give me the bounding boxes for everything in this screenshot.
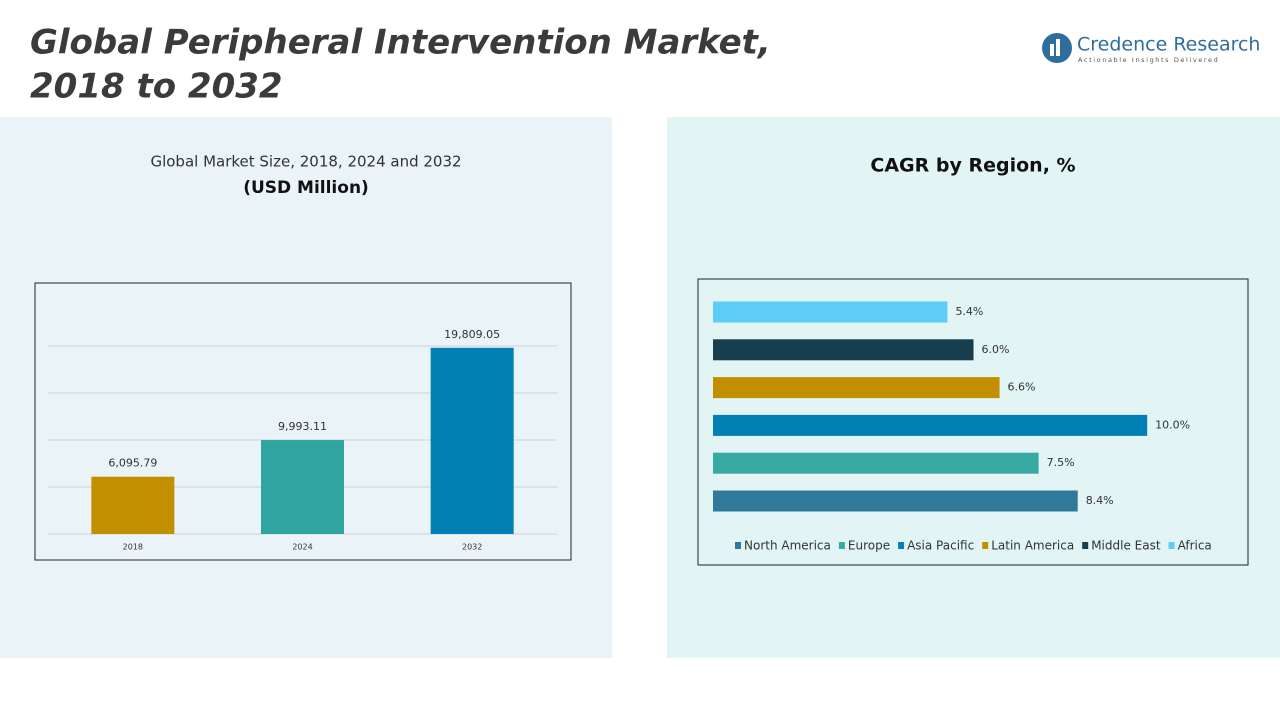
data-label: 6.0% [982, 343, 1010, 356]
logo-tagline: Actionable Insights Delivered [1078, 56, 1219, 64]
bar [261, 440, 344, 534]
data-label: 10.0% [1155, 418, 1190, 431]
legend-swatch [1082, 542, 1089, 549]
data-label: 6,095.79 [108, 457, 157, 470]
legend-swatch [838, 542, 845, 549]
x-tick-label: 2032 [462, 543, 482, 552]
data-label: 7.5% [1047, 456, 1075, 469]
chart-title: Global Market Size, 2018, 2024 and 2032 [150, 153, 461, 171]
logo-icon-bar [1050, 44, 1054, 56]
legend-swatch [735, 542, 741, 549]
chart-frame [697, 278, 1249, 566]
bar [713, 339, 974, 361]
bar [713, 452, 1039, 474]
chart-frame [34, 282, 572, 561]
legend-label: Europe [848, 539, 890, 553]
legend-label: North America [744, 539, 831, 553]
title-line: 2018 to 2032 [30, 67, 283, 107]
left-panel [0, 117, 612, 658]
bar [713, 301, 948, 323]
title-line: Global Peripheral Intervention Market, [30, 23, 771, 63]
data-label: 5.4% [955, 305, 983, 318]
data-label: 9,993.11 [278, 420, 327, 433]
chart-title: CAGR by Region, % [870, 155, 1075, 177]
data-label: 6.6% [1008, 381, 1036, 394]
data-label: 19,809.05 [444, 328, 500, 341]
legend-swatch [1168, 542, 1175, 549]
x-tick-label: 2024 [292, 543, 312, 552]
legend-label: Latin America [991, 539, 1074, 553]
bar [713, 490, 1078, 512]
legend-label: Asia Pacific [907, 539, 974, 553]
legend-swatch [898, 542, 905, 549]
bar [713, 377, 1000, 399]
legend-label: Africa [1178, 539, 1212, 553]
legend-label: Middle East [1091, 539, 1161, 553]
bar [91, 476, 175, 534]
logo: Credence Research Actionable Insights De… [1042, 33, 1260, 64]
logo-name: Credence Research [1077, 34, 1260, 56]
logo-icon-bar [1056, 39, 1060, 56]
bar [713, 414, 1148, 436]
legend-swatch [982, 542, 989, 549]
bar [430, 347, 514, 534]
chart-subtitle: (USD Million) [243, 178, 369, 198]
data-label: 8.4% [1086, 494, 1114, 507]
x-tick-label: 2018 [123, 543, 143, 552]
